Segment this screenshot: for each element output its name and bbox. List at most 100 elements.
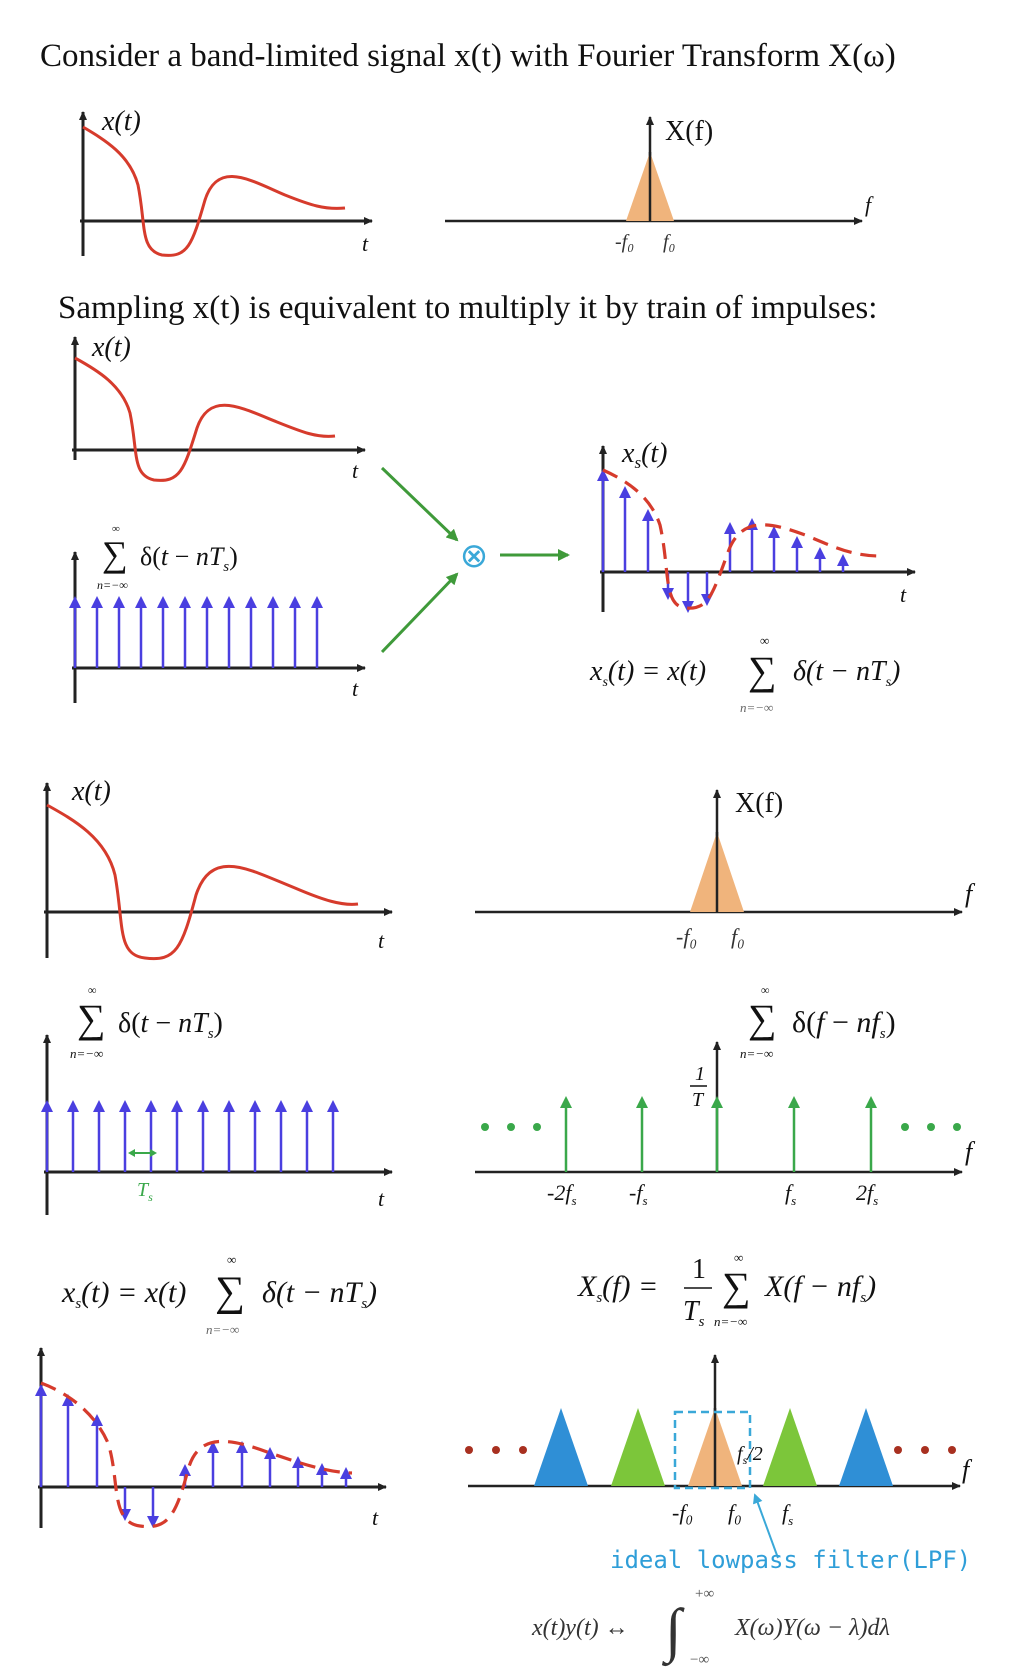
t-axis-label: t: [362, 231, 369, 256]
svg-text:T: T: [692, 1089, 705, 1111]
f-axis-label: f: [965, 1137, 976, 1166]
svg-text:Xs(f) =: Xs(f) =: [577, 1270, 658, 1306]
sampled-signal-formula-2: xs(t) = x(t) ∞ ∑ n=−∞ δ(t − nTs): [61, 1252, 377, 1337]
signal-envelope: [40, 1381, 353, 1529]
f-axis-label: f: [865, 192, 874, 217]
x-t-label: x(t): [91, 332, 131, 363]
svg-text:δ(t − nTs): δ(t − nTs): [262, 1276, 377, 1312]
signal-plot-3: x(t) t: [43, 776, 393, 961]
impulse-arrows: [69, 596, 323, 668]
neg-f0-label: -f₀: [672, 1500, 693, 1525]
left-continuation-dots: [465, 1446, 527, 1454]
svg-text:∑: ∑: [748, 996, 777, 1041]
impulse-train-formula: ∞ ∑ n=−∞ δ(t − nTs): [97, 523, 238, 592]
svg-text:Ts: Ts: [137, 1179, 153, 1204]
fs-label: fs: [782, 1500, 793, 1528]
svg-text:n=−∞: n=−∞: [714, 1314, 747, 1329]
neg-f0-label: -f₀: [676, 924, 697, 949]
svg-text:∞: ∞: [761, 983, 770, 997]
lpf-pointer: [753, 1493, 779, 1559]
neg-f0-label: -f₀: [615, 231, 634, 253]
svg-text:xs(t) = x(t): xs(t) = x(t): [589, 656, 706, 690]
signal-envelope: [602, 468, 881, 610]
signal-curve: [82, 125, 346, 257]
svg-text:n=−∞: n=−∞: [740, 700, 773, 715]
sampled-spectrum-plot: fs/2 f -f₀ f₀ fs ideal lowpass filter(LP…: [465, 1354, 973, 1574]
f-axis-label: f: [965, 879, 976, 908]
svg-text:δ(t − nTs): δ(t − nTs): [118, 1008, 223, 1042]
input-arrow-top: [380, 466, 459, 542]
spectrum-plot-2: X(f) f -f₀ f₀: [475, 788, 976, 949]
neg-fs-label: -fs: [629, 1180, 648, 1208]
svg-text:δ(f − nfs): δ(f − nfs): [792, 1006, 896, 1042]
impulse-train-plot-1: t ∞ ∑ n=−∞ δ(t − nTs): [69, 523, 366, 703]
signal-curve: [74, 356, 336, 482]
fs-label: fs: [785, 1180, 796, 1208]
convolution-formula: x(t)y(t) ↔ ∫ +∞ −∞ X(ω)Y(ω − λ)dλ: [531, 1586, 890, 1668]
svg-text:δ(t − nTs): δ(t − nTs): [793, 656, 900, 690]
t-axis-label: t: [378, 1186, 385, 1211]
svg-text:n=−∞: n=−∞: [206, 1322, 239, 1337]
svg-text:∑: ∑: [215, 1269, 245, 1315]
svg-text:∞: ∞: [760, 633, 769, 648]
svg-text:X(ω)Y(ω − λ)dλ: X(ω)Y(ω − λ)dλ: [734, 1615, 890, 1641]
neg-2fs-label: -2fs: [547, 1180, 577, 1208]
x-t-label: x(t): [71, 776, 111, 807]
signal-plot-2: x(t) t: [71, 332, 366, 483]
svg-text:n=−∞: n=−∞: [70, 1046, 103, 1061]
svg-text:n=−∞: n=−∞: [97, 578, 128, 592]
spectrum-replicas: [534, 1408, 893, 1486]
heading-text: Consider a band-limited signal x(t) with…: [40, 38, 896, 74]
t-axis-label: t: [378, 928, 385, 953]
svg-text:∑: ∑: [722, 1264, 751, 1309]
sampled-signal-plot-2: t: [35, 1347, 387, 1530]
svg-text:xs(t) = x(t): xs(t) = x(t): [61, 1276, 186, 1312]
signal-plot-1: x(t) t: [79, 106, 373, 257]
fs-half-label: fs/2: [737, 1443, 763, 1467]
right-continuation-dots: [901, 1123, 961, 1131]
lpf-label: ideal lowpass filter(LPF): [610, 1546, 971, 1574]
multiply-symbol: ⊗: [460, 537, 489, 575]
t-axis-label: t: [352, 676, 359, 701]
impulse-train-formula: ∞ ∑ n=−∞ δ(t − nTs): [70, 983, 223, 1061]
svg-text:1: 1: [695, 1063, 705, 1085]
x-t-label: x(t): [101, 106, 141, 137]
ts-spacing-marker: Ts: [128, 1149, 157, 1204]
X-f-label: X(f): [735, 788, 783, 819]
left-continuation-dots: [481, 1123, 541, 1131]
f0-label: f₀: [731, 924, 745, 949]
svg-text:X(f − nfs): X(f − nfs): [764, 1270, 876, 1306]
lpf-box: [673, 1410, 752, 1490]
svg-text:∞: ∞: [227, 1252, 236, 1267]
svg-text:δ(t − nTs): δ(t − nTs): [140, 542, 238, 575]
multiplier-node: ⊗: [380, 466, 570, 654]
svg-text:n=−∞: n=−∞: [740, 1046, 773, 1061]
X-f-label: X(f): [665, 116, 713, 147]
freq-impulse-arrows: [560, 1096, 877, 1172]
replica-fs: [763, 1408, 817, 1486]
freq-impulse-formula: ∞ ∑ n=−∞ δ(f − nfs): [740, 983, 896, 1061]
svg-text:Ts: Ts: [683, 1296, 705, 1330]
svg-text:∫: ∫: [662, 1597, 685, 1667]
replica-neg-2fs: [534, 1408, 588, 1486]
right-continuation-dots: [894, 1446, 956, 1454]
svg-text:x(t)y(t) ↔: x(t)y(t) ↔: [531, 1615, 629, 1641]
input-arrow-bottom: [380, 572, 459, 654]
svg-text:+∞: +∞: [695, 1586, 714, 1602]
replica-neg-fs: [611, 1408, 665, 1486]
t-axis-label: t: [372, 1505, 379, 1530]
svg-text:−∞: −∞: [690, 1652, 709, 1668]
xs-t-label: xs(t): [621, 438, 668, 472]
sample-arrows: [597, 469, 849, 613]
sampled-signal-formula-1: xs(t) = x(t) ∞ ∑ n=−∞ δ(t − nTs): [589, 633, 900, 715]
sampling-text: Sampling x(t) is equivalent to multiply …: [58, 290, 877, 326]
sampled-spectrum-formula: Xs(f) = 1 Ts ∞ ∑ n=−∞ X(f − nfs): [577, 1250, 876, 1330]
svg-text:∑: ∑: [748, 648, 777, 693]
f0-label: f₀: [728, 1500, 742, 1525]
one-over-T-label: 1 T: [690, 1063, 707, 1111]
svg-text:1: 1: [692, 1254, 706, 1285]
svg-text:∞: ∞: [112, 523, 120, 535]
t-axis-label: t: [352, 458, 359, 483]
svg-text:∑: ∑: [77, 996, 106, 1041]
